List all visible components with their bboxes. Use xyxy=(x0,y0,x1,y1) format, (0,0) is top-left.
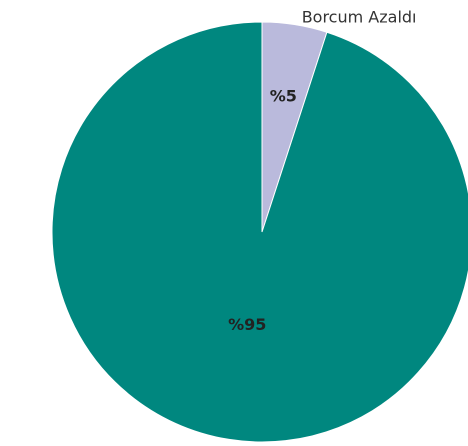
slice-value-label: %95 xyxy=(228,315,266,334)
category-label: Borcum Arttı xyxy=(208,444,309,446)
category-label: Borcum Azaldı xyxy=(302,8,417,27)
pie-slice xyxy=(51,21,468,443)
slice-value-label: %5 xyxy=(270,87,297,106)
